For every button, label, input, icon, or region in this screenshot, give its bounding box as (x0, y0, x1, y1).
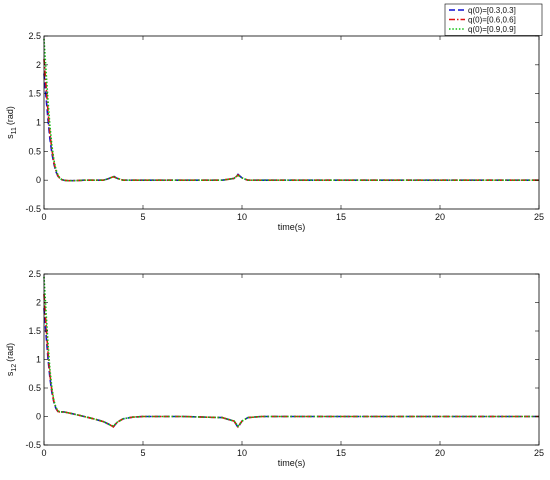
s12-series-layer (43, 276, 539, 429)
s12-ylabel-symbol: s (5, 371, 15, 376)
s11-xtick-label: 0 (41, 212, 46, 222)
s11-ytick-label: 0.5 (28, 146, 41, 156)
s12-ytick-label: 0.5 (28, 383, 41, 393)
s11-xlabel: time(s) (278, 222, 306, 232)
s12-xtick-label: 25 (534, 448, 544, 458)
s12-xtick-label: 0 (41, 448, 46, 458)
s11-ytick-label: 0 (36, 175, 41, 185)
s11-series-layer (43, 38, 539, 182)
s11-xtick-label: 25 (534, 212, 544, 222)
s12-ylabel-subscript: 12 (11, 364, 18, 372)
s11-xtick-label: 20 (435, 212, 445, 222)
subplot-s11: 0 5 10 15 20 25-0.500.511.522.5 time(s) s11(r… (5, 3, 544, 232)
s11-ylabel: s11 (rad) (5, 106, 18, 139)
legend-label-2: q(0)=[0.6,0.6] (468, 16, 516, 25)
s12-ytick-label: 1.5 (28, 326, 41, 336)
s12-xtick-label: 10 (237, 448, 247, 458)
s12-ylabel: s12 (rad) (5, 343, 18, 376)
s11-xtick-label: 10 (237, 212, 247, 222)
s12-series-line-3 (43, 276, 539, 428)
s11-ytick-label: 2.5 (28, 31, 41, 41)
s11-axes-frame (43, 35, 540, 210)
s12-xtick-label: 5 (140, 448, 145, 458)
s12-xlabel: time(s) (278, 458, 306, 468)
s11-ytick-label: -0.5 (25, 204, 41, 214)
s11-ytick-label: 1.5 (28, 89, 41, 99)
s12-ytick-label: 0 (36, 412, 41, 422)
s11-xtick-label: 5 (140, 212, 145, 222)
s12-ytick-label: 2 (36, 298, 41, 308)
s12-ytick-label: 1 (36, 355, 41, 365)
s11-ylabel-unit: (rad) (5, 106, 15, 125)
s12-xtick-label: 20 (435, 448, 445, 458)
s11-series-line-3 (43, 38, 539, 182)
s12-xtick-label: 15 (336, 448, 346, 458)
s11-ticks-layer: 0 5 10 15 20 25-0.500.511.522.5 (25, 31, 544, 222)
s11-ylabel-subscript: 11 (11, 127, 18, 134)
s12-ticks-layer: 0 5 10 15 20 25-0.500.511.522.5 (25, 269, 544, 458)
legend: q(0)=[0.3,0.3]q(0)=[0.6,0.6]q(0)=[0.9,0.… (444, 3, 543, 36)
s11-ytick-label: 2 (36, 60, 41, 70)
s11-ytick-label: 1 (36, 118, 41, 128)
s11-ylabel-symbol: s (5, 134, 15, 139)
legend-label-1: q(0)=[0.3,0.3] (468, 6, 516, 15)
s12-axes-frame (43, 273, 540, 446)
s12-ytick-label: -0.5 (25, 440, 41, 450)
s12-ytick-label: 2.5 (28, 269, 41, 279)
subplot-s12: 0 5 10 15 20 25-0.500.511.522.5 time(s) s12(r… (5, 269, 544, 468)
s12-ylabel-unit: (rad) (5, 343, 15, 362)
s11-xtick-label: 15 (336, 212, 346, 222)
legend-label-3: q(0)=[0.9,0.9] (468, 25, 516, 34)
